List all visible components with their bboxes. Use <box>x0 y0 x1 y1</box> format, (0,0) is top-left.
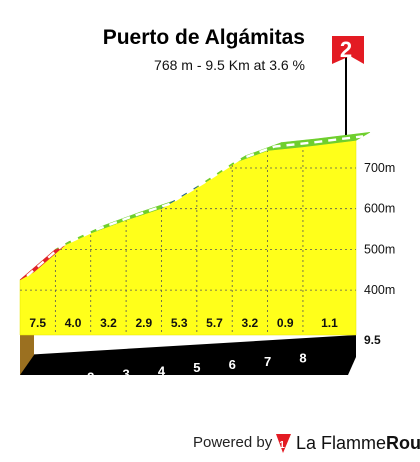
total-distance-label: 9.5 <box>364 333 381 347</box>
chart-subtitle: 768 m - 9.5 Km at 3.6 % <box>154 57 305 73</box>
brand-name-part2: Rouge <box>386 433 420 453</box>
altitude-tick-label: 700m <box>364 161 395 175</box>
brand-name-part1: La Flamme <box>296 433 386 453</box>
ribbon-segment <box>302 132 371 148</box>
brand-name: La FlammeRouge <box>296 433 420 453</box>
gradient-label: 3.2 <box>100 316 117 330</box>
km-base-band <box>20 335 356 375</box>
km-tick-label: 1 <box>52 373 59 388</box>
gradient-label: 3.2 <box>242 316 259 330</box>
altitude-axis: 400m 500m 600m 700m <box>364 161 395 297</box>
flamme-rouge-logo-icon: 1 <box>276 434 291 453</box>
road-centre-line <box>26 135 364 277</box>
gradient-labels: 7.5 4.0 3.2 2.9 5.3 5.7 3.2 0.9 1.1 <box>29 316 338 330</box>
km-tick-label: 3 <box>122 367 129 382</box>
category-flag-icon <box>332 36 364 64</box>
grid-lines <box>20 140 356 335</box>
km-tick-label: 4 <box>158 363 166 378</box>
profile-area <box>19 140 357 336</box>
gradient-label: 0.9 <box>277 316 294 330</box>
km-tick-label: 5 <box>193 360 200 375</box>
km-tick-label: 6 <box>229 357 236 372</box>
gradient-label: 7.5 <box>29 316 46 330</box>
altitude-tick-label: 500m <box>364 242 395 256</box>
svg-text:1: 1 <box>279 440 285 451</box>
altitude-tick-label: 600m <box>364 202 395 216</box>
gradient-label: 1.1 <box>321 316 338 330</box>
altitude-tick-label: 400m <box>364 283 395 297</box>
chart-title: Puerto de Algámitas <box>103 26 305 49</box>
gradient-label: 2.9 <box>135 316 152 330</box>
km-axis: 1 2 3 4 5 6 7 8 <box>52 351 307 388</box>
km-tick-label: 2 <box>87 370 94 385</box>
gradient-label: 5.3 <box>171 316 188 330</box>
powered-by-text: Powered by <box>193 434 273 451</box>
gradient-label: 5.7 <box>206 316 223 330</box>
category-badge: 2 <box>340 37 352 62</box>
gradient-label: 4.0 <box>65 316 82 330</box>
km-tick-label: 7 <box>264 354 271 369</box>
km-tick-label: 8 <box>299 351 306 366</box>
